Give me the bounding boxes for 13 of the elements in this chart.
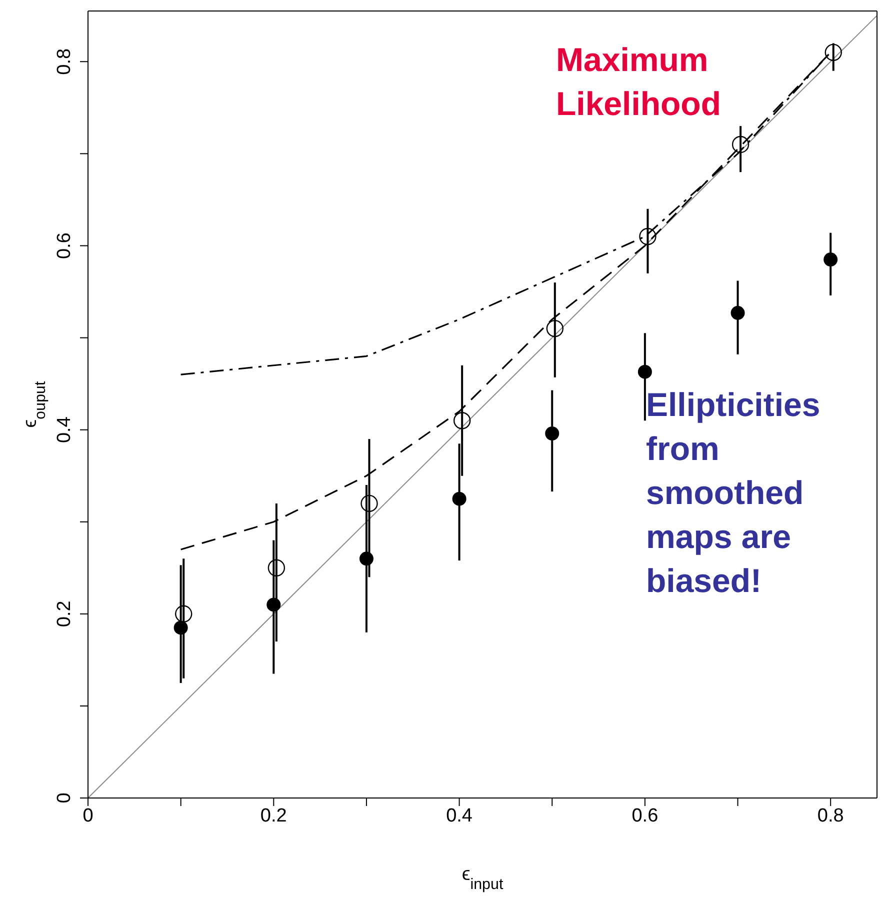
x-tick-label: 0.4: [446, 805, 473, 826]
x-axis-title: ϵ$_{input}$: [462, 864, 504, 892]
y-tick-label: 0.6: [54, 232, 75, 259]
y-tick-label: 0.8: [54, 48, 75, 75]
annotation: Ellipticities from smoothed maps are biased!: [646, 385, 822, 601]
y-tick-label: 0.2: [54, 600, 75, 628]
x-tick-label: 0.6: [632, 805, 658, 826]
y-tick-label: 0: [54, 792, 75, 804]
x-tick-label: 0.2: [260, 805, 287, 826]
x-tick-label: 0: [82, 805, 94, 826]
y-tick-label: 0.4: [54, 416, 75, 444]
x-tick-label: 0.8: [817, 805, 844, 826]
annotation: Maximum Likelihood: [556, 40, 722, 124]
